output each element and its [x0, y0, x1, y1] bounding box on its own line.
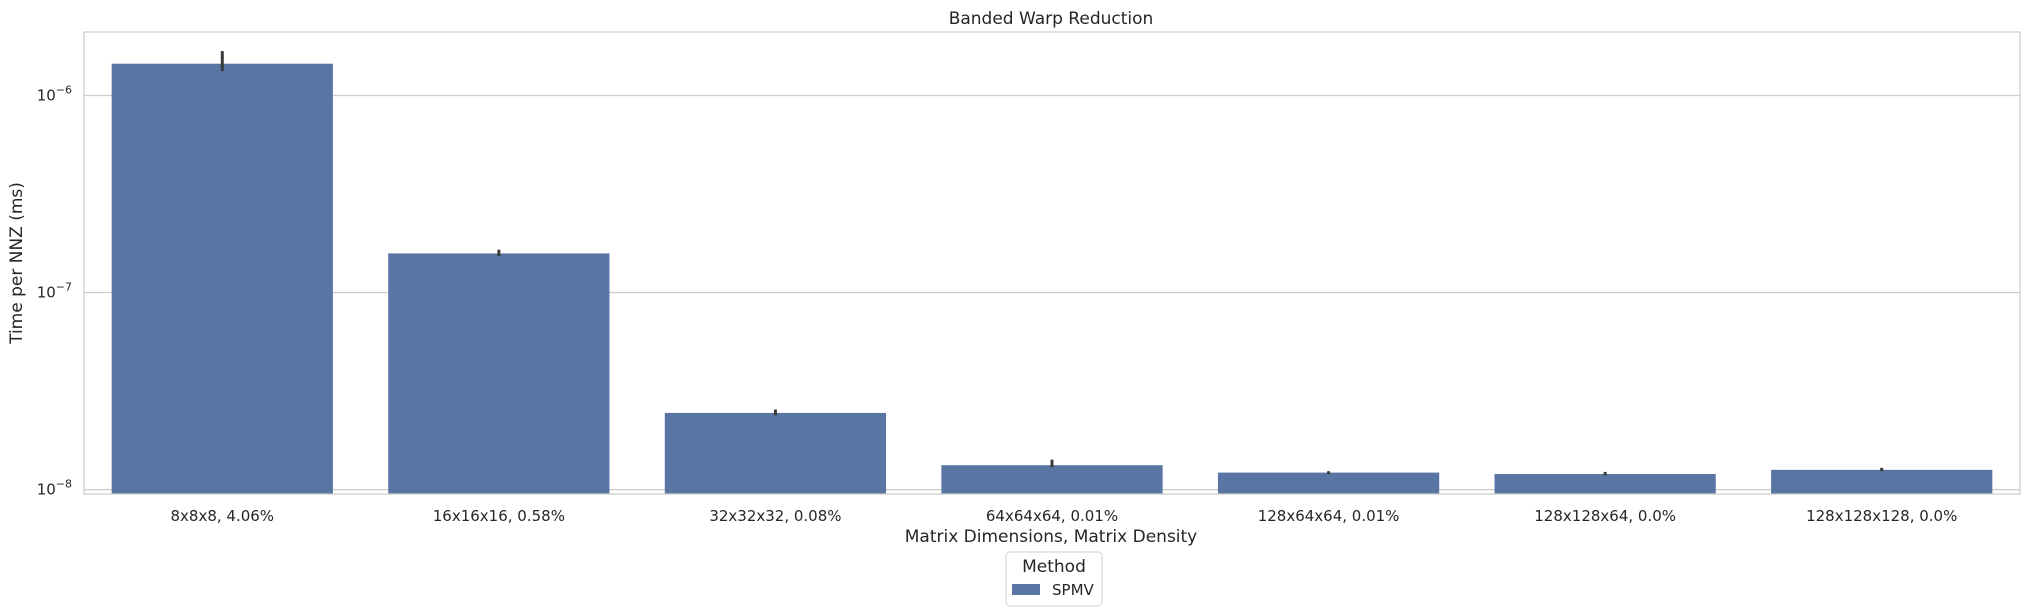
y-tick-label: 10−8: [37, 478, 72, 499]
bar: [664, 412, 887, 494]
bar: [388, 253, 610, 494]
bar: [941, 465, 1163, 494]
x-tick-label: 8x8x8, 4.06%: [170, 507, 274, 525]
x-tick-label: 128x128x64, 0.0%: [1534, 507, 1676, 525]
y-tick-labels: 10−8 10−7 10−6: [37, 83, 72, 498]
x-axis-label: Matrix Dimensions, Matrix Density: [905, 527, 1198, 547]
y-axis-label: Time per NNZ (ms): [7, 182, 27, 345]
y-tick-label: 10−7: [37, 281, 72, 302]
error-bars: [220, 51, 1884, 476]
legend-title: Method: [1022, 557, 1086, 577]
y-tick-label: 10−6: [37, 83, 72, 104]
x-tick-label: 128x64x64, 0.01%: [1258, 507, 1400, 525]
bar: [1217, 472, 1440, 494]
plot-frame: [83, 31, 2021, 495]
chart-title: Banded Warp Reduction: [949, 9, 1154, 29]
bar: [111, 63, 333, 494]
gridlines: [84, 94, 2020, 491]
legend-swatch-spmv: [1012, 584, 1040, 595]
x-tick-label: 128x128x128, 0.0%: [1806, 507, 1957, 525]
x-tick-label: 16x16x16, 0.58%: [433, 507, 565, 525]
x-tick-label: 32x32x32, 0.08%: [709, 507, 841, 525]
x-tick-label: 64x64x64, 0.01%: [986, 507, 1118, 525]
legend-label-spmv: SPMV: [1052, 581, 1095, 599]
bar: [1494, 474, 1716, 494]
bar: [1771, 469, 1993, 494]
x-tick-labels: 8x8x8, 4.06% 16x16x16, 0.58% 32x32x32, 0.0…: [170, 507, 1957, 525]
bars: [111, 63, 1993, 494]
legend: Method SPMV: [1005, 551, 1103, 607]
